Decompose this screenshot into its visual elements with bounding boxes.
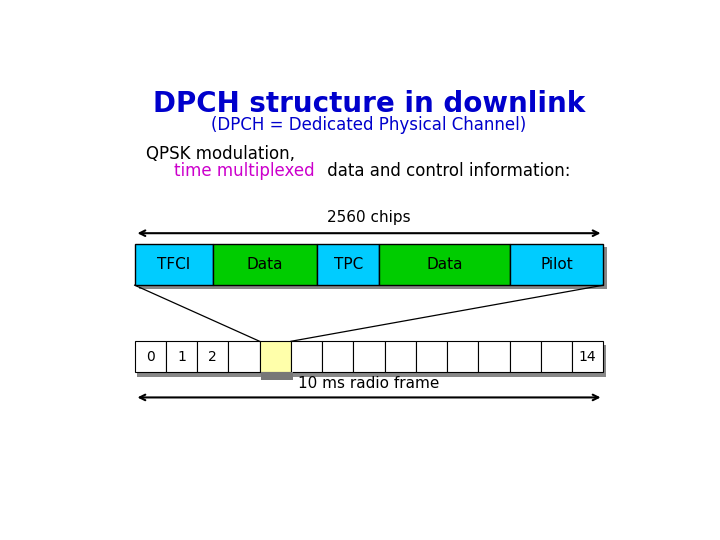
Text: DPCH structure in downlink: DPCH structure in downlink (153, 90, 585, 118)
Bar (447, 341, 478, 373)
Bar (478, 341, 510, 373)
Text: 2560 chips: 2560 chips (327, 210, 411, 225)
Text: TPC: TPC (333, 257, 363, 272)
Bar (416, 341, 447, 373)
Text: Pilot: Pilot (540, 257, 573, 272)
Bar (138, 346, 606, 377)
Text: TFCI: TFCI (157, 257, 190, 272)
Text: 10 ms radio frame: 10 ms radio frame (298, 376, 440, 391)
Bar (166, 341, 197, 373)
Bar (322, 341, 354, 373)
Bar (291, 341, 322, 373)
Text: QPSK modulation,: QPSK modulation, (145, 145, 294, 163)
Text: time multiplexed: time multiplexed (174, 162, 315, 180)
Bar (384, 341, 416, 373)
Bar (138, 247, 607, 288)
Text: data and control information:: data and control information: (322, 162, 570, 180)
Bar (260, 341, 291, 373)
Bar (135, 341, 166, 373)
Text: Data: Data (426, 257, 463, 272)
Text: 1: 1 (177, 350, 186, 364)
Bar (541, 341, 572, 373)
Bar (261, 373, 292, 380)
Bar (197, 341, 228, 373)
Bar (510, 341, 541, 373)
Bar (354, 341, 384, 373)
Bar (379, 244, 510, 285)
Text: 0: 0 (146, 350, 155, 364)
Text: Data: Data (246, 257, 283, 272)
Bar (213, 244, 317, 285)
Text: (DPCH = Dedicated Physical Channel): (DPCH = Dedicated Physical Channel) (212, 116, 526, 134)
Bar (510, 244, 603, 285)
Bar (135, 244, 213, 285)
Bar (228, 341, 260, 373)
Text: 2: 2 (208, 350, 217, 364)
Bar (317, 244, 379, 285)
Bar (572, 341, 603, 373)
Text: 14: 14 (579, 350, 597, 364)
